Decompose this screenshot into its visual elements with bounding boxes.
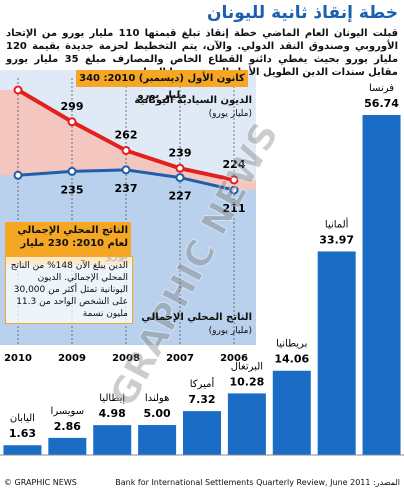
x-tick-box [2, 350, 34, 364]
data-label: 10.28 [229, 375, 264, 388]
data-label: 235 [61, 183, 84, 196]
x-tick-label: 2010 [4, 353, 32, 364]
series-name: الديون السيادية اليونانية [134, 95, 252, 106]
point [229, 185, 239, 195]
series-name: الناتج المحلي الإجمالي [141, 312, 252, 323]
bar [93, 425, 132, 455]
x-tick-box [218, 350, 250, 364]
category-label: بريطانيا [276, 339, 307, 350]
x-tick-label: 2009 [58, 353, 86, 364]
data-label: 239 [169, 146, 192, 159]
point [121, 165, 131, 175]
data-label: 237 [115, 182, 138, 195]
bar [183, 411, 221, 455]
x-tick-box [164, 350, 196, 364]
category-label: سويسرا [51, 406, 85, 417]
series-unit: (مليار يورو) [208, 326, 252, 336]
bar [362, 115, 401, 455]
annotation: كانون الأول (ديسمبر) 2010: 340 مليار يور… [76, 70, 248, 101]
data-label: 56.74 [364, 97, 399, 110]
data-label: 33.97 [319, 233, 354, 246]
bar [138, 425, 177, 455]
category-label: البرتغال [231, 361, 263, 372]
bar [227, 393, 266, 455]
point [121, 145, 131, 155]
point [175, 173, 185, 183]
category-label: اليابان [10, 413, 35, 424]
point [175, 163, 185, 173]
category-label: هولندا [145, 393, 170, 404]
data-label: 7.32 [188, 393, 215, 406]
point [229, 175, 239, 185]
point [13, 85, 23, 95]
category-label: ألمانيا [325, 217, 349, 230]
point [67, 117, 77, 127]
data-label: 5.00 [144, 407, 171, 420]
data-label: 224 [223, 158, 246, 171]
data-label: 211 [223, 202, 246, 215]
data-label: 4.98 [99, 407, 126, 420]
data-label: 2.86 [54, 420, 81, 433]
annotation-note: الدين يبلغ الآن 148% من الناتج المحلي ال… [5, 256, 133, 324]
bar [3, 445, 42, 455]
point [13, 170, 23, 180]
data-label: 262 [115, 128, 138, 141]
point [67, 166, 77, 176]
title: خطة إنقاذ ثانية لليونان [206, 3, 398, 23]
bar [48, 437, 87, 455]
x-tick-label: 2007 [166, 353, 194, 364]
bar [317, 251, 356, 455]
category-label: أميركا [190, 377, 215, 390]
series-unit: (مليار يورو) [208, 109, 252, 119]
data-label: 227 [169, 190, 192, 203]
bar [272, 370, 311, 455]
intro: قبلت اليونان العام الماضي خطة إنقاذ تبلغ… [6, 28, 399, 78]
data-label: 1.63 [9, 427, 36, 440]
x-tick-box [110, 350, 142, 364]
category-label: فرنسا [369, 83, 394, 94]
data-label: 14.06 [274, 353, 309, 366]
x-tick-label: 2006 [220, 353, 248, 364]
x-tick-label: 2008 [112, 353, 140, 364]
data-label: 299 [61, 100, 84, 113]
category-label: إيطاليا [99, 393, 125, 404]
credit: © GRAPHIC NEWS [4, 478, 77, 487]
source: المصدر: Bank for International Settlemen… [115, 478, 400, 487]
x-tick-box [56, 350, 88, 364]
